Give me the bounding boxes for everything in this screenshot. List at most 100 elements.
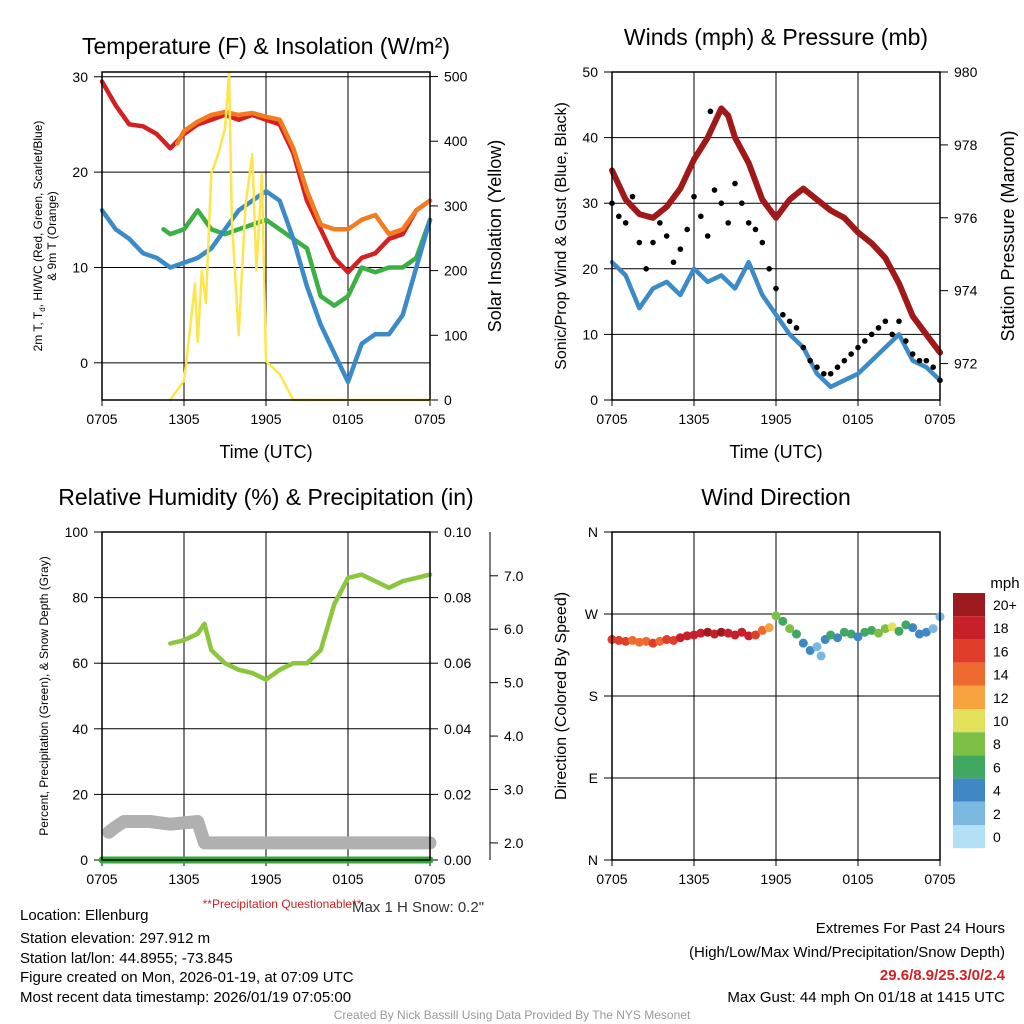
gust-point [896,318,902,325]
temp-y2-tick-label: 400 [444,133,468,149]
direction-point [846,629,856,639]
wind-y-tick-label: 10 [582,326,598,342]
direction-point [874,628,883,638]
gust-point [616,213,622,220]
rh-y3-tick-label: 6.0 [504,621,524,637]
direction-x-tick-label: 0705 [596,871,627,887]
direction-point [894,626,904,636]
gust-point [677,246,684,252]
temp-y2-tick-label: 500 [444,69,468,85]
gust-point [670,259,677,266]
gust-point [800,344,807,351]
colorbar-label: 8 [993,736,1001,752]
gust-point [759,239,766,246]
direction-point [826,630,836,640]
colorbar-label: 2 [993,806,1001,822]
direction-ylabel: Direction (Colored By Speed) [553,592,570,800]
colorbar-swatch [953,755,985,779]
colorbar-title: mph [990,575,1019,592]
direction-point [710,629,719,639]
wind-series-pressure [609,105,943,356]
direction-point [867,625,877,635]
colorbar-swatch [953,593,985,617]
direction-point [771,611,781,621]
direction-x-tick-label: 0105 [842,871,873,887]
wind-y-tick-label: 50 [582,64,598,80]
gust-point [629,193,636,200]
temp-y-tick-label: 0 [80,355,88,371]
rh-title: Relative Humidity (%) & Precipitation (i… [58,484,473,510]
direction-plot-frame [611,531,941,861]
created-text: Figure created on Mon, 2026-01-19, at 07… [20,969,354,986]
credit-text: Created By Nick Bassill Using Data Provi… [334,1008,691,1022]
temp-y-tick-label: 10 [72,259,88,275]
gust-point [663,233,670,239]
temp-xlabel: Time (UTC) [219,442,312,462]
temp-title: Temperature (F) & Insolation (W/m²) [82,33,450,59]
colorbar-swatch [953,732,985,756]
direction-point [641,636,651,646]
wind-x-tick-label: 1305 [678,411,709,427]
colorbar-swatch [953,778,985,802]
gust-point [916,357,923,364]
colorbar-label: 6 [993,759,1001,775]
gust-point [868,331,875,338]
gust-point [875,325,882,331]
direction-y-tick-label: S [589,688,598,704]
direction-x-tick-label: 1905 [760,871,791,887]
direction-point [730,630,740,640]
temp-y2-tick-label: 0 [444,392,452,408]
gust-point [752,226,759,233]
colorbar-swatch [953,639,985,663]
direction-point [662,635,672,645]
wind-plot-frame [611,71,941,401]
temp-y2label: Solar Insolation (Yellow) [485,140,505,332]
rh-y-tick-label: 0 [80,852,88,868]
direction-point [621,636,631,646]
rh-y3-tick-label: 3.0 [504,781,524,797]
extremes-values: 29.6/8.9/25.3/0/2.4 [880,967,1006,984]
colorbar-swatch [953,685,985,709]
direction-point [669,635,678,645]
direction-point [812,642,822,652]
temp-x-tick-label: 1305 [168,411,199,427]
direction-y-tick-label: N [588,524,598,540]
rh-y2-tick-label: 0.00 [444,852,471,868]
rh-series-rh [168,572,433,682]
wind-y-tick-label: 0 [590,392,598,408]
direction-point [921,627,931,637]
rh-x-tick-label: 0105 [332,871,363,887]
rh-y-tick-label: 20 [72,786,88,802]
max-gust-text: Max Gust: 44 mph On 01/18 at 1415 UTC [727,989,1005,1006]
direction-point [816,651,826,661]
direction-point [655,636,665,646]
gust-point [773,285,779,292]
temp-y2-tick-label: 300 [444,198,468,214]
direction-y-tick-label: W [585,606,599,622]
gust-point [862,338,868,344]
temp-x-tick-label: 1905 [250,411,281,427]
direction-point [833,633,842,643]
gust-point [643,266,649,272]
gust-point [711,187,718,193]
gust-point [889,331,895,338]
colorbar-label: 20+ [993,597,1017,613]
rh-x-tick-label: 0705 [86,871,117,887]
colorbar-swatch [953,801,985,825]
temp-series-wind-chill [99,188,433,385]
wind-y2label: Station Pressure (Maroon) [998,130,1018,341]
direction-point [860,627,870,637]
direction-point [908,623,918,633]
gust-point [707,108,714,115]
wind-series-wind [609,259,943,390]
gust-point [786,318,793,325]
direction-point [901,620,911,630]
gust-point [834,364,841,371]
temp-ylabel-line2: & 9m T (Orange) [45,191,59,281]
wind-y-tick-label: 20 [582,261,598,277]
direction-x-tick-label: 1305 [678,871,709,887]
direction-point [928,624,938,634]
gust-point [909,351,916,357]
temp-x-tick-label: 0705 [414,411,445,427]
